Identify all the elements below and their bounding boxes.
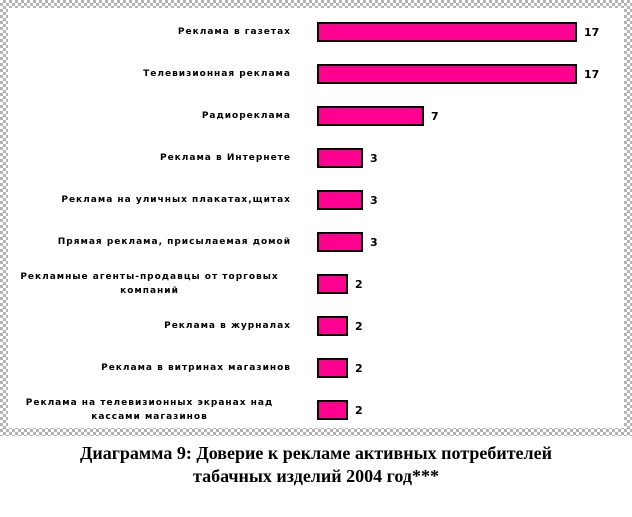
category-label-text: Реклама в газетах [177,27,291,37]
category-label: Рекламные агенты-продавцы от торговых ко… [8,272,317,296]
value-label: 17 [584,25,600,39]
category-label: Реклама в газетах [8,22,317,42]
category-label: Реклама в журналах [8,316,317,336]
chart-image-frame: Реклама в газетах 17 Телевизионная реклама… [0,0,632,436]
category-label: Телевизионная реклама [8,64,317,84]
bar-row: Прямая реклама, присылаемая домой 3 [8,232,624,252]
value-label: 3 [370,151,378,165]
bar-row: Реклама на уличных плакатах,щитах 3 [8,190,624,210]
bar-row: Телевизионная реклама 17 [8,64,624,84]
category-label-text: Реклама в витринах магазинов [101,363,291,373]
bar [317,148,363,168]
bar [317,64,577,84]
bar [317,316,348,336]
category-label-text: Реклама в Интернете [159,153,291,163]
bar [317,106,424,126]
chart-canvas: Реклама в газетах 17 Телевизионная реклама… [8,8,624,428]
category-label: Радиореклама [8,106,317,126]
value-label: 17 [584,67,600,81]
caption-line-2: табачных изделий 2004 год*** [193,466,439,486]
bar-row: Рекламные агенты-продавцы от торговых ко… [8,272,624,296]
category-label: Реклама на телевизионных экранах над кас… [8,398,317,422]
category-label-text: Реклама в журналах [164,321,291,331]
value-label: 2 [355,277,363,291]
bar-row: Реклама в газетах 17 [8,22,624,42]
value-label: 3 [370,193,378,207]
category-label: Реклама в Интернете [8,148,317,168]
category-label: Реклама в витринах магазинов [8,358,317,378]
category-label-text: Телевизионная реклама [143,69,291,79]
bar-row: Реклама в витринах магазинов 2 [8,358,624,378]
value-label: 2 [355,319,363,333]
bar [317,232,363,252]
value-label: 7 [431,109,439,123]
value-label: 2 [355,403,363,417]
category-label-text: Прямая реклама, присылаемая домой [57,237,291,247]
bar [317,190,363,210]
caption-line-1: Диаграмма 9: Доверие к рекламе активных … [79,443,553,463]
bar [317,400,348,420]
bar-row: Реклама в журналах 2 [8,316,624,336]
bar [317,22,577,42]
bar-row: Реклама на телевизионных экранах над кас… [8,398,624,422]
value-label: 2 [355,361,363,375]
category-label-text: Рекламные агенты-продавцы от торговых ко… [20,272,279,296]
value-label: 3 [370,235,378,249]
category-label-text: Реклама на уличных плакатах,щитах [61,195,291,205]
bar-row: Реклама в Интернете 3 [8,148,624,168]
category-label-text: Радиореклама [201,111,291,121]
category-label-text: Реклама на телевизионных экранах над кас… [25,398,274,422]
chart-caption: Диаграмма 9: Доверие к рекламе активных … [0,442,632,488]
bar-row: Радиореклама 7 [8,106,624,126]
bar [317,274,348,294]
category-label: Прямая реклама, присылаемая домой [8,232,317,252]
bar [317,358,348,378]
category-label: Реклама на уличных плакатах,щитах [8,190,317,210]
